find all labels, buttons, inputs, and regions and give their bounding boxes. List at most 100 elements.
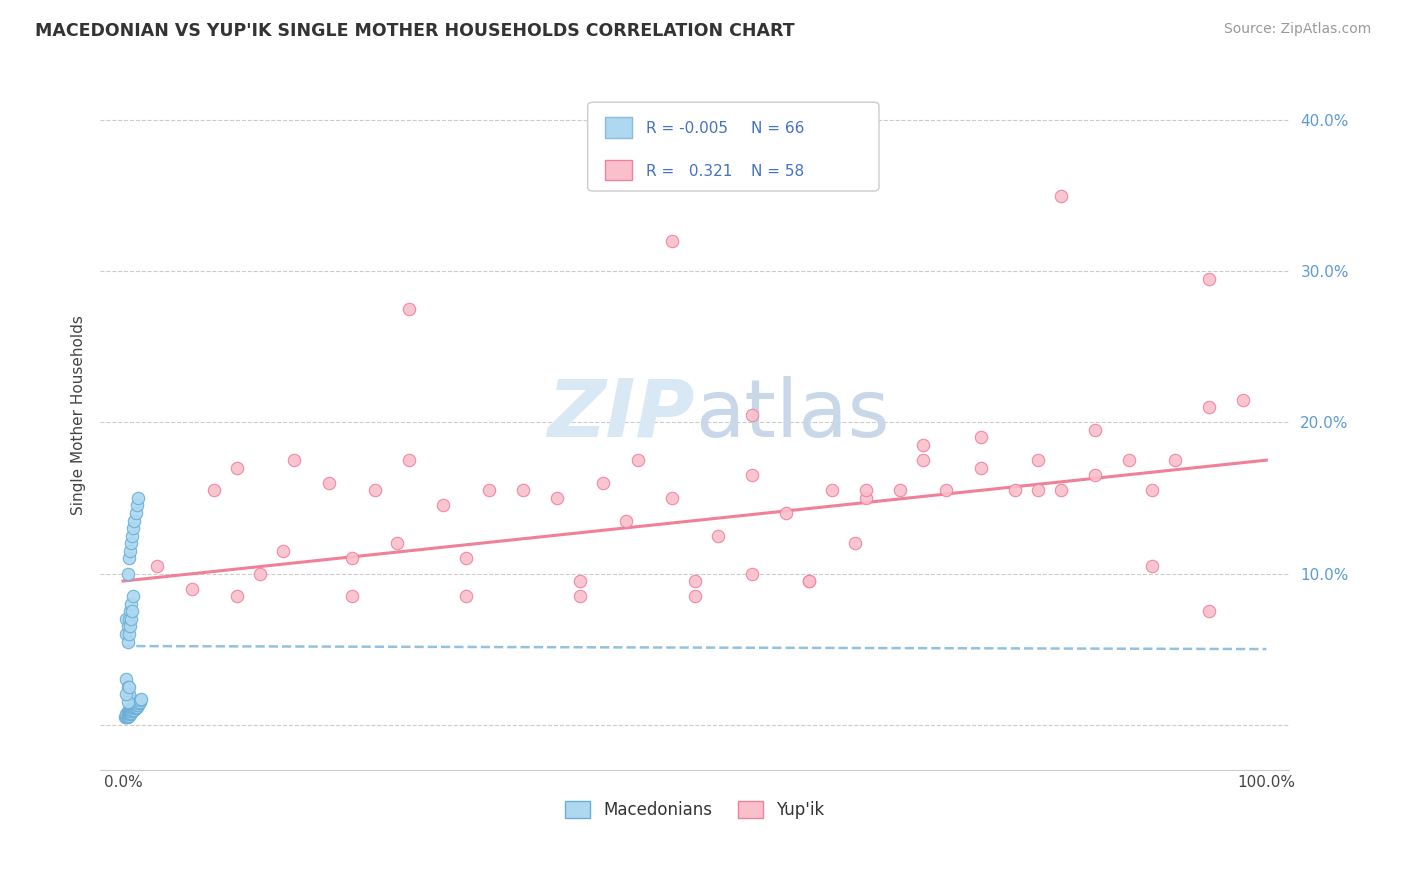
Point <box>117 708 139 723</box>
Point <box>706 529 728 543</box>
Point <box>118 706 141 720</box>
Point <box>122 702 145 716</box>
Point <box>129 695 152 709</box>
Point <box>683 589 706 603</box>
Point <box>741 468 763 483</box>
Point <box>117 706 139 720</box>
Point <box>398 301 420 316</box>
Point <box>454 551 477 566</box>
Point <box>121 704 143 718</box>
Point <box>117 710 139 724</box>
Text: R = -0.005: R = -0.005 <box>645 121 728 136</box>
Point <box>912 453 935 467</box>
Y-axis label: Single Mother Households: Single Mother Households <box>72 315 86 515</box>
Point <box>127 698 149 712</box>
Point <box>797 574 820 588</box>
Point <box>912 438 935 452</box>
Point <box>1049 188 1071 202</box>
Point <box>512 483 534 498</box>
Point <box>121 529 143 543</box>
Point <box>775 506 797 520</box>
Point <box>117 566 139 581</box>
Point <box>118 551 141 566</box>
Point <box>118 627 141 641</box>
Text: N = 58: N = 58 <box>751 163 804 178</box>
Legend: Macedonians, Yup'ik: Macedonians, Yup'ik <box>558 794 831 826</box>
Point <box>271 544 294 558</box>
Point <box>118 619 141 633</box>
Point <box>124 698 146 712</box>
Point <box>1164 453 1187 467</box>
Point <box>935 483 957 498</box>
Point <box>797 574 820 588</box>
Point <box>120 536 142 550</box>
Point <box>114 710 136 724</box>
Point <box>626 453 648 467</box>
Point <box>454 589 477 603</box>
Point <box>121 604 143 618</box>
Point <box>117 634 139 648</box>
Text: MACEDONIAN VS YUP'IK SINGLE MOTHER HOUSEHOLDS CORRELATION CHART: MACEDONIAN VS YUP'IK SINGLE MOTHER HOUSE… <box>35 22 794 40</box>
FancyBboxPatch shape <box>606 160 631 180</box>
Point <box>592 475 614 490</box>
Point <box>115 710 138 724</box>
Text: Source: ZipAtlas.com: Source: ZipAtlas.com <box>1223 22 1371 37</box>
Point <box>855 491 877 505</box>
Point <box>118 544 141 558</box>
Point <box>120 706 142 720</box>
Point <box>569 574 592 588</box>
Point <box>127 491 149 505</box>
Point <box>118 704 141 718</box>
Point <box>1198 604 1220 618</box>
Point <box>340 551 363 566</box>
Point <box>118 612 141 626</box>
Point <box>125 699 148 714</box>
Point <box>124 699 146 714</box>
Point <box>741 566 763 581</box>
Point <box>249 566 271 581</box>
Point <box>118 707 141 722</box>
Point <box>844 536 866 550</box>
Point <box>118 706 141 720</box>
Point <box>569 589 592 603</box>
Point <box>180 582 202 596</box>
Point <box>969 460 991 475</box>
Point <box>120 597 142 611</box>
Point <box>124 506 146 520</box>
FancyBboxPatch shape <box>588 103 879 191</box>
Text: atlas: atlas <box>695 376 889 454</box>
Point <box>226 460 249 475</box>
Point <box>117 619 139 633</box>
Point <box>614 514 637 528</box>
Point <box>1026 483 1049 498</box>
Point <box>1118 453 1140 467</box>
Point <box>683 574 706 588</box>
Point <box>117 704 139 718</box>
Point <box>120 704 142 718</box>
Point <box>129 693 152 707</box>
Point <box>661 491 683 505</box>
Point <box>115 707 138 722</box>
Point <box>1140 558 1163 573</box>
Point <box>120 612 142 626</box>
Point <box>125 698 148 712</box>
Point <box>1084 423 1107 437</box>
Point <box>115 708 138 723</box>
Point <box>146 558 169 573</box>
Point <box>1198 272 1220 286</box>
Point <box>1232 392 1254 407</box>
Point <box>124 702 146 716</box>
Point <box>1026 453 1049 467</box>
Point <box>124 699 146 714</box>
Point <box>226 589 249 603</box>
Point <box>124 701 146 715</box>
Point <box>1198 401 1220 415</box>
Point <box>1004 483 1026 498</box>
Point <box>118 702 141 716</box>
Text: ZIP: ZIP <box>547 376 695 454</box>
Point <box>128 697 150 711</box>
Point <box>478 483 501 498</box>
Point <box>546 491 568 505</box>
Point <box>115 627 138 641</box>
Point <box>318 475 340 490</box>
